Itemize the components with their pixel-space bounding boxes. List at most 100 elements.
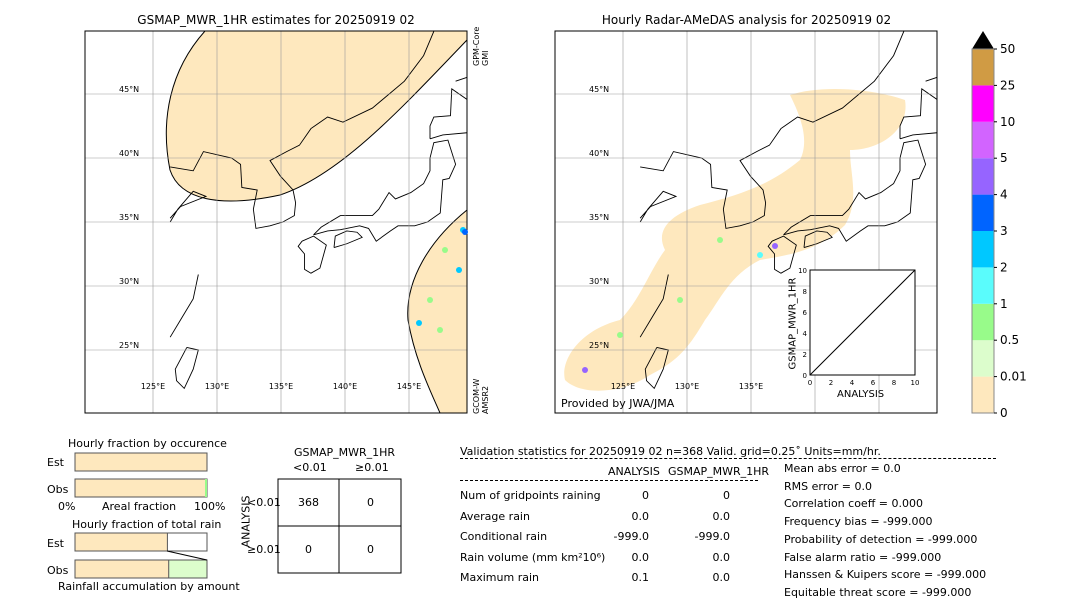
- rain-accum-label: Rainfall accumulation by amount: [58, 580, 240, 593]
- rain-cell: [427, 297, 433, 303]
- colorbar-extend-arrow: [972, 31, 994, 49]
- lon-tick: 125°E: [141, 382, 165, 391]
- lat-tick: 35°N: [119, 213, 139, 222]
- colorbar-label: 4: [1000, 188, 1008, 202]
- inset-x-tick: 8: [892, 379, 896, 387]
- coastline: [640, 31, 905, 229]
- lon-tick: 140°E: [333, 382, 357, 391]
- occurrence-obs-remainder: [205, 479, 207, 497]
- sensor-top-line1: GPM-Core: [472, 26, 481, 66]
- coastline: [767, 235, 797, 274]
- stat-analysis: 0.0: [631, 550, 650, 564]
- lon-tick: 135°E: [269, 382, 293, 391]
- colorbar-segment: [972, 85, 994, 122]
- coastline: [333, 230, 363, 249]
- colorbar-label: 10: [1000, 115, 1015, 129]
- cell: 0: [367, 543, 374, 556]
- inset-y-tick: 6: [803, 309, 808, 317]
- colorbar-segment: [972, 49, 994, 86]
- row1-label: <0.01: [247, 496, 281, 509]
- inset-y-tick: 10: [798, 267, 807, 275]
- cell: 0: [305, 543, 312, 556]
- stat-analysis: 0.1: [631, 571, 650, 584]
- map-frame: [84, 30, 468, 414]
- inset-xlabel: ANALYSIS: [837, 389, 885, 400]
- inset-x-tick: 6: [871, 379, 876, 387]
- colorbar-segment: [972, 121, 994, 159]
- colorbar-label: 50: [1000, 42, 1015, 56]
- lat-tick: 45°N: [589, 85, 609, 94]
- score: RMS error = 0.0: [784, 479, 872, 493]
- cell: 368: [298, 496, 319, 509]
- rain-cell: [437, 327, 443, 333]
- colorbar-label: 2: [1000, 260, 1008, 274]
- inset-x-tick: 4: [850, 379, 855, 387]
- occurrence-title: Hourly fraction by occurence: [68, 437, 227, 450]
- lon-tick: 130°E: [675, 382, 699, 391]
- stat-label: Rain volume (mm km²10⁶): [460, 550, 606, 564]
- coastline: [639, 190, 678, 223]
- sensor-bottom-line2: AMSR2: [481, 385, 490, 414]
- map-1-layer: [85, 31, 467, 413]
- colorbar-label: 0.01: [1000, 370, 1027, 384]
- inset-x-tick: 2: [829, 379, 833, 387]
- divider: [460, 480, 758, 481]
- colorbar-segment: [972, 231, 994, 268]
- stat-analysis: -999.0: [613, 530, 649, 543]
- stat-label: Maximum rain: [460, 571, 539, 584]
- rain-cell: [582, 367, 588, 373]
- colorbar-label: 3: [1000, 224, 1008, 238]
- colorbar-segment: [972, 158, 994, 195]
- stat-gsmap: 0.0: [712, 571, 731, 584]
- coastline: [803, 230, 833, 249]
- colorbar-label: 25: [1000, 78, 1015, 92]
- colorbar-segment: [972, 376, 994, 413]
- rain-cell: [462, 229, 468, 235]
- inset-x-tick: 0: [808, 379, 812, 387]
- col-gsmap: GSMAP_MWR_1HR: [668, 465, 770, 478]
- lon-tick: 145°E: [397, 382, 421, 391]
- coastline: [455, 76, 467, 82]
- map-frame: [554, 30, 938, 414]
- row2-label: ≥0.01: [247, 543, 281, 556]
- colorbar-label: 0: [1000, 406, 1008, 420]
- inset-y-tick: 2: [803, 351, 807, 359]
- rain-cell: [677, 297, 683, 303]
- rain-cell: [416, 320, 422, 326]
- total-est-bar: [74, 532, 168, 552]
- map2-title: Hourly Radar-AMeDAS analysis for 2025091…: [601, 13, 892, 27]
- contingency-title: GSMAP_MWR_1HR: [294, 446, 396, 459]
- sensor-bottom-line1: GCOM-W: [472, 378, 481, 414]
- lat-tick: 45°N: [119, 85, 139, 94]
- stats-header: Validation statistics for 20250919 02 n=…: [460, 445, 881, 458]
- stat-gsmap: 0.0: [712, 509, 731, 523]
- coastline: [297, 235, 327, 274]
- coastline: [899, 88, 937, 140]
- map-2-layer: [555, 31, 937, 413]
- coastline: [313, 139, 457, 242]
- stat-gsmap: -999.0: [694, 530, 730, 543]
- rain-area: [407, 209, 467, 413]
- est-label: Est: [47, 537, 64, 550]
- inset-y-tick: 8: [803, 288, 807, 296]
- inset-x-tick: 10: [911, 379, 920, 387]
- lat-tick: 40°N: [589, 149, 609, 158]
- lat-tick: 30°N: [119, 277, 139, 286]
- rain-cell: [717, 237, 723, 243]
- colorbar-segment: [972, 303, 994, 341]
- colorbar-label: 1: [1000, 297, 1008, 311]
- occurrence-obs-bar: [74, 478, 207, 498]
- stat-gsmap: 0.0: [712, 550, 731, 564]
- connector: [166, 550, 208, 561]
- rain-cell: [456, 267, 462, 273]
- lat-tick: 35°N: [589, 213, 609, 222]
- score: Frequency bias = -999.000: [784, 515, 933, 529]
- map1-title: GSMAP_MWR_1HR estimates for 20250919 02: [137, 13, 415, 27]
- colorbar-segment: [972, 267, 994, 304]
- obs-label: Obs: [47, 564, 69, 577]
- cell: 0: [367, 496, 374, 509]
- score: Probability of detection = -999.000: [784, 532, 978, 546]
- stat-label: Conditional rain: [460, 530, 548, 543]
- rain-area: [564, 88, 906, 391]
